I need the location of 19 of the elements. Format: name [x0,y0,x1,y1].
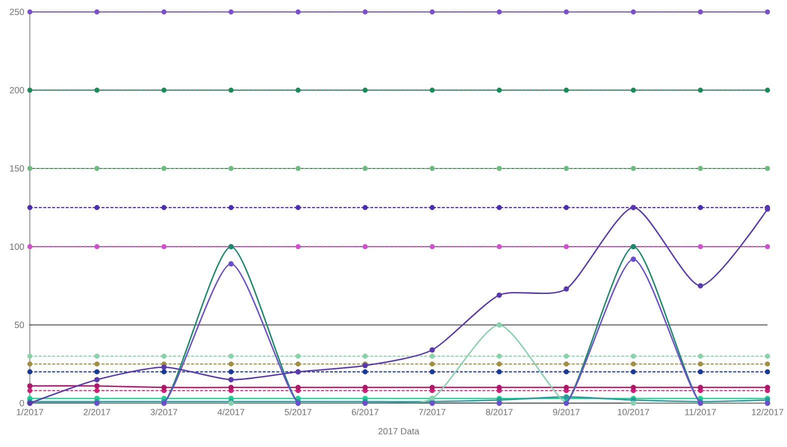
x-tick-label: 11/2017 [685,408,716,416]
x-tick-label: 3/2017 [150,408,178,416]
y-tick-label: 100 [10,244,24,250]
x-tick-label: 12/2017 [752,408,784,416]
y-tick-label: 200 [10,87,24,94]
y-tick-label: 50 [14,322,24,328]
y-tick-label: 150 [10,165,24,172]
x-tick-label: 10/2017 [618,408,650,416]
x-tick-label: 7/2017 [418,408,446,416]
x-tick-label: 2/2017 [84,408,110,416]
y-tick-label: 0 [20,400,24,406]
x-tick-label: 8/2017 [486,408,513,416]
x-tick-label: 5/2017 [284,408,312,416]
y-tick-label: 250 [10,8,24,16]
x-tick-label: 1/2017 [16,408,44,416]
x-tick-label: 9/2017 [553,408,580,416]
x-tick-label: 6/2017 [352,408,378,416]
x-axis-title: 2017 Data [378,428,420,434]
x-tick-label: 4/2017 [218,408,244,416]
